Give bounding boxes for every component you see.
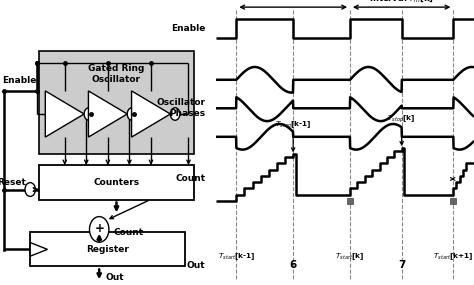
Text: Counters: Counters — [93, 178, 139, 187]
Text: Out: Out — [187, 260, 205, 270]
Text: $T_{start}$[k+1]: $T_{start}$[k+1] — [433, 251, 474, 262]
Polygon shape — [30, 243, 47, 256]
Text: Count: Count — [113, 228, 143, 237]
Text: $T_{stop}$[k]: $T_{stop}$[k] — [387, 113, 416, 125]
Polygon shape — [89, 91, 127, 137]
Circle shape — [25, 183, 36, 196]
Text: Measurement
Interval $T_{in}$[k]: Measurement Interval $T_{in}$[k] — [369, 0, 434, 4]
Bar — [39, 51, 194, 154]
Text: Out: Out — [106, 273, 124, 282]
Bar — [450, 198, 456, 204]
Text: +: + — [94, 221, 104, 235]
Text: $T_{start}$[k]: $T_{start}$[k] — [335, 251, 365, 262]
Circle shape — [90, 217, 109, 242]
Text: Reset: Reset — [0, 178, 26, 187]
Text: Count: Count — [175, 174, 205, 184]
Circle shape — [127, 108, 137, 120]
Text: Enable: Enable — [171, 24, 205, 33]
Bar — [30, 232, 185, 266]
Text: Enable: Enable — [2, 76, 36, 86]
Text: 6: 6 — [290, 260, 297, 270]
Text: $T_{stop}$[k-1]: $T_{stop}$[k-1] — [275, 120, 311, 131]
Text: Oscillator
Phases: Oscillator Phases — [156, 98, 205, 118]
Bar — [39, 165, 194, 199]
Bar — [347, 198, 353, 204]
Text: $T_{start}$[k-1]: $T_{start}$[k-1] — [218, 251, 255, 262]
Text: 7: 7 — [398, 260, 405, 270]
Polygon shape — [132, 91, 170, 137]
Circle shape — [84, 108, 93, 120]
Circle shape — [170, 108, 180, 120]
Text: Gated Ring
Oscillator: Gated Ring Oscillator — [88, 64, 145, 84]
Polygon shape — [46, 91, 84, 137]
Text: Register: Register — [86, 245, 129, 254]
